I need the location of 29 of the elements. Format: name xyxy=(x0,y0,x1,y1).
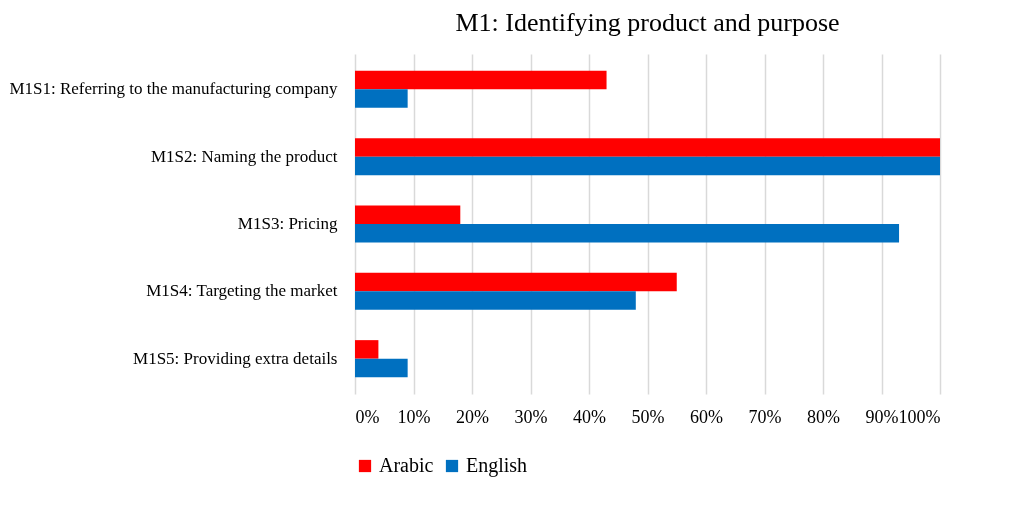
x-tick-label: 80% xyxy=(807,406,840,427)
x-tick-label: 100% xyxy=(898,406,941,427)
y-tick-label: M1S5: Providing extra details xyxy=(133,348,338,368)
x-tick-label: 30% xyxy=(514,406,548,427)
legend-label: Arabic xyxy=(379,454,434,476)
y-tick-label: M1S1: Referring to the manufacturing company xyxy=(9,79,338,99)
bar xyxy=(355,358,408,378)
x-tick-label: 50% xyxy=(631,406,665,427)
bar xyxy=(355,156,940,176)
y-tick-label: M1S2: Naming the product xyxy=(150,146,338,166)
chart-title: M1: Identifying product and purpose xyxy=(455,8,840,37)
bar xyxy=(355,205,461,224)
x-tick-label: 10% xyxy=(397,406,431,427)
x-tick-label: 40% xyxy=(573,406,606,427)
bar xyxy=(355,89,408,108)
x-tick-label: 70% xyxy=(748,406,782,427)
bar xyxy=(355,70,607,90)
y-tick-label: M1S4: Targeting the market xyxy=(146,281,338,301)
bar xyxy=(355,340,379,359)
bar xyxy=(355,291,636,310)
y-tick-label: M1S3: Pricing xyxy=(237,214,338,233)
bar xyxy=(355,224,900,243)
x-tick-label: 90% xyxy=(865,406,899,427)
x-tick-label: 20% xyxy=(456,406,489,427)
bar xyxy=(355,272,677,292)
legend-label: English xyxy=(466,454,528,477)
x-tick-label: 60% xyxy=(690,406,723,427)
x-tick-label: 0% xyxy=(355,406,380,427)
bar xyxy=(355,138,940,157)
